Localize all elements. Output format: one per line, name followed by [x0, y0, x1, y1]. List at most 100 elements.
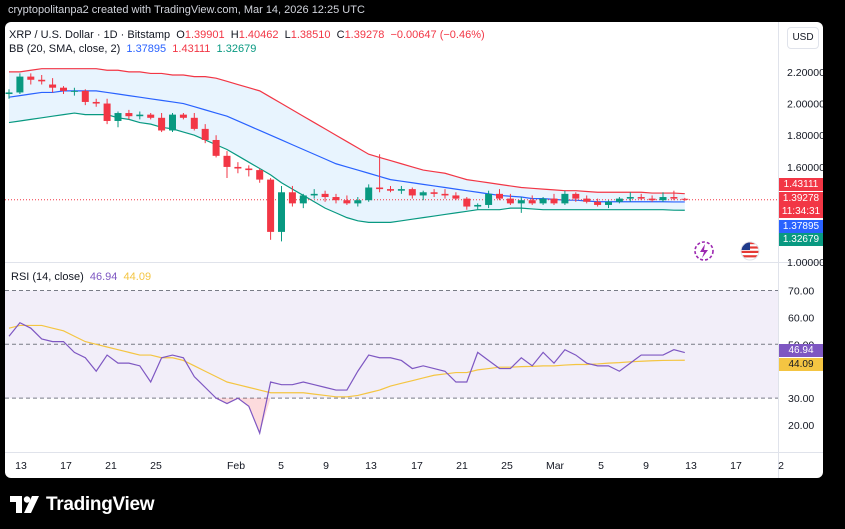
time-tick-label: 13: [365, 460, 377, 472]
candle-body: [485, 193, 493, 205]
candle-body: [583, 198, 591, 202]
rsi-line: [8, 322, 685, 436]
chart-card[interactable]: 2.20000 2.00000 1.80000 1.60000 1.00000 70.00…: [5, 22, 823, 478]
bb-legend[interactable]: BB (20, SMA, close, 2) 1.37895 1.43111 1…: [9, 43, 256, 55]
rsi-tick-label: 60.00: [788, 312, 814, 324]
candle-body: [594, 201, 602, 205]
attribution-text: cryptopolitanpa2 created with TradingVie…: [8, 4, 365, 16]
bb-lower-line: [8, 112, 685, 223]
candle-body: [506, 198, 514, 204]
open-value: 1.39901: [184, 29, 225, 41]
time-tick-label: 17: [60, 460, 72, 472]
rsi-label: RSI (14, close): [11, 271, 84, 283]
price-tick-label: 1.80000: [787, 130, 823, 142]
price-pane: [5, 68, 778, 242]
candle-body: [81, 90, 89, 102]
rsi-ma-value: 44.09: [123, 271, 152, 283]
candle-body: [539, 198, 547, 204]
time-tick-label: 21: [105, 460, 117, 472]
price-tick-label: 2.00000: [787, 99, 823, 111]
time-tick-label: 13: [685, 460, 697, 472]
candle-body: [605, 201, 612, 205]
candle-body: [169, 114, 176, 131]
candle-body: [659, 197, 667, 201]
time-tick-label: 25: [501, 460, 513, 472]
currency-button[interactable]: USD: [787, 27, 819, 49]
candle-body: [463, 198, 471, 207]
candle-body: [158, 117, 166, 131]
candle-body: [681, 198, 689, 200]
candle-body: [354, 200, 362, 204]
candle-body: [190, 117, 198, 129]
low-value: 1.38510: [290, 29, 331, 41]
candle-body: [637, 197, 645, 199]
candle-body: [234, 166, 242, 169]
time-tick-label: 5: [278, 460, 284, 472]
candle-body: [332, 197, 340, 201]
bb-basis-tag: 1.37895: [779, 220, 823, 233]
candle-body: [223, 155, 231, 167]
main-legend: XRP / U.S. Dollar · 1D · Bitstamp O1.399…: [9, 29, 485, 41]
bb-upper-value: 1.43111: [172, 43, 211, 55]
candle-body: [92, 101, 100, 104]
bar-countdown-tag: 11:34:31: [779, 205, 823, 218]
candle-body: [387, 189, 394, 191]
lightning-icon[interactable]: [693, 240, 715, 262]
us-flag-icon[interactable]: [739, 240, 761, 262]
rsi-oversold-fill: [216, 398, 271, 434]
time-tick-label: 21: [456, 460, 468, 472]
close-label: C: [336, 29, 345, 41]
candle-body: [441, 193, 449, 196]
bb-lower-tag: 1.32679: [779, 233, 823, 246]
candle-body: [136, 114, 144, 117]
candle-body: [670, 197, 678, 199]
candle-body: [38, 79, 46, 82]
rsi-ma-line: [8, 324, 685, 398]
candle-body: [212, 139, 220, 156]
close-value: 1.39278: [344, 29, 385, 41]
time-tick-label: 5: [598, 460, 604, 472]
time-tick-label: 2: [778, 460, 784, 472]
rsi-value-tag: 46.94: [779, 344, 823, 357]
candle-body: [256, 170, 264, 180]
candle-body: [278, 192, 285, 232]
bb-lower-value: 1.32679: [216, 43, 257, 55]
symbol-name[interactable]: XRP / U.S. Dollar · 1D · Bitstamp: [9, 29, 171, 41]
time-tick-label: 9: [643, 460, 649, 472]
candle-body: [430, 192, 438, 194]
rsi-tick-label: 20.00: [788, 420, 814, 432]
candle-body: [572, 193, 580, 199]
bb-upper-tag: 1.43111: [779, 178, 823, 191]
axis-layer: 2.20000 2.00000 1.80000 1.60000 1.00000 70.00…: [5, 22, 823, 478]
candle-body: [615, 198, 623, 202]
candle-body: [5, 92, 13, 95]
candle-body: [452, 195, 460, 199]
candle-body: [201, 128, 209, 140]
candle-body: [528, 200, 536, 204]
last-price-tag: 1.39278: [779, 192, 823, 205]
tradingview-logo-icon: [10, 496, 39, 513]
candle-body: [60, 87, 67, 91]
chart-canvas[interactable]: 2.20000 2.00000 1.80000 1.60000 1.00000 70.00…: [5, 22, 823, 478]
bb-label: BB (20, SMA, close, 2): [9, 43, 121, 55]
candle-body: [16, 76, 24, 93]
rsi-ma-tag: 44.09: [779, 358, 823, 371]
candle-body: [299, 195, 307, 204]
price-tick-label: 1.60000: [787, 162, 823, 174]
candle-body: [517, 200, 525, 204]
change-value: −0.00647 (−0.46%): [390, 29, 485, 41]
candle-body: [70, 90, 78, 92]
rsi-pane: [5, 289, 778, 436]
candle-body: [267, 179, 275, 232]
candle-body: [648, 198, 656, 201]
tradingview-logo[interactable]: TradingView: [10, 494, 155, 516]
candle-body: [114, 113, 122, 121]
open-label: O: [176, 29, 185, 41]
time-tick-label: 17: [411, 460, 423, 472]
candle-body: [376, 187, 384, 190]
candle-body: [245, 168, 253, 171]
rsi-legend[interactable]: RSI (14, close) 46.94 44.09: [11, 271, 151, 283]
candle-body: [179, 114, 187, 118]
candle-body: [125, 113, 133, 117]
